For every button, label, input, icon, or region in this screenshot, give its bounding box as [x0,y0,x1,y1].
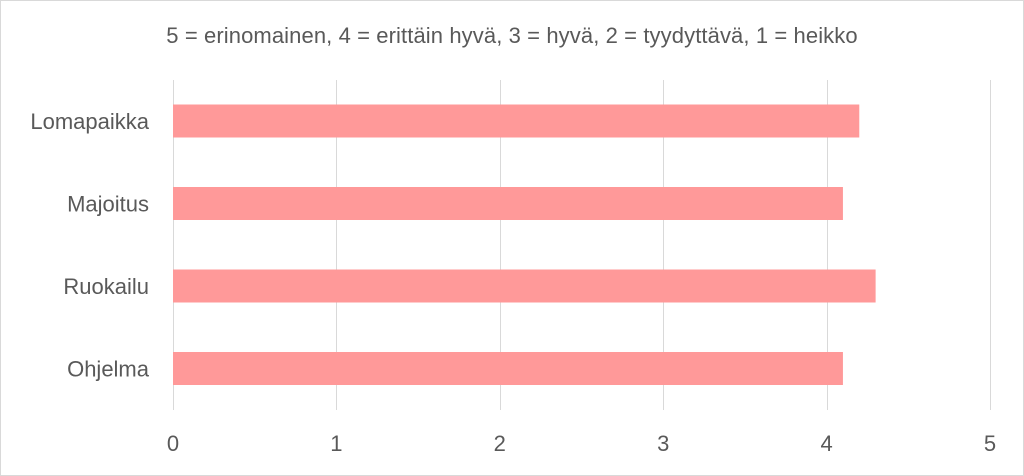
category-label: Ohjelma [67,357,150,382]
x-tick-label: 4 [820,431,832,456]
category-labels: Lomapaikka Majoitus Ruokailu Ohjelma [30,109,149,382]
bar-ohjelma [173,352,843,385]
x-axis-tick-labels: 0 1 2 3 4 5 [167,431,996,456]
category-label: Ruokailu [63,274,149,299]
x-tick-label: 3 [657,431,669,456]
bars [173,104,876,385]
bar-ruokailu [173,269,876,303]
bar-lomapaikka [173,104,860,138]
category-label: Majoitus [67,192,149,217]
bar-majoitus [173,187,843,220]
x-tick-label: 2 [494,431,506,456]
x-tick-label: 0 [167,431,179,456]
chart-title: 5 = erinomainen, 4 = erittäin hyvä, 3 = … [166,23,858,48]
x-tick-label: 5 [984,431,996,456]
category-label: Lomapaikka [30,109,149,134]
x-tick-label: 1 [330,431,342,456]
